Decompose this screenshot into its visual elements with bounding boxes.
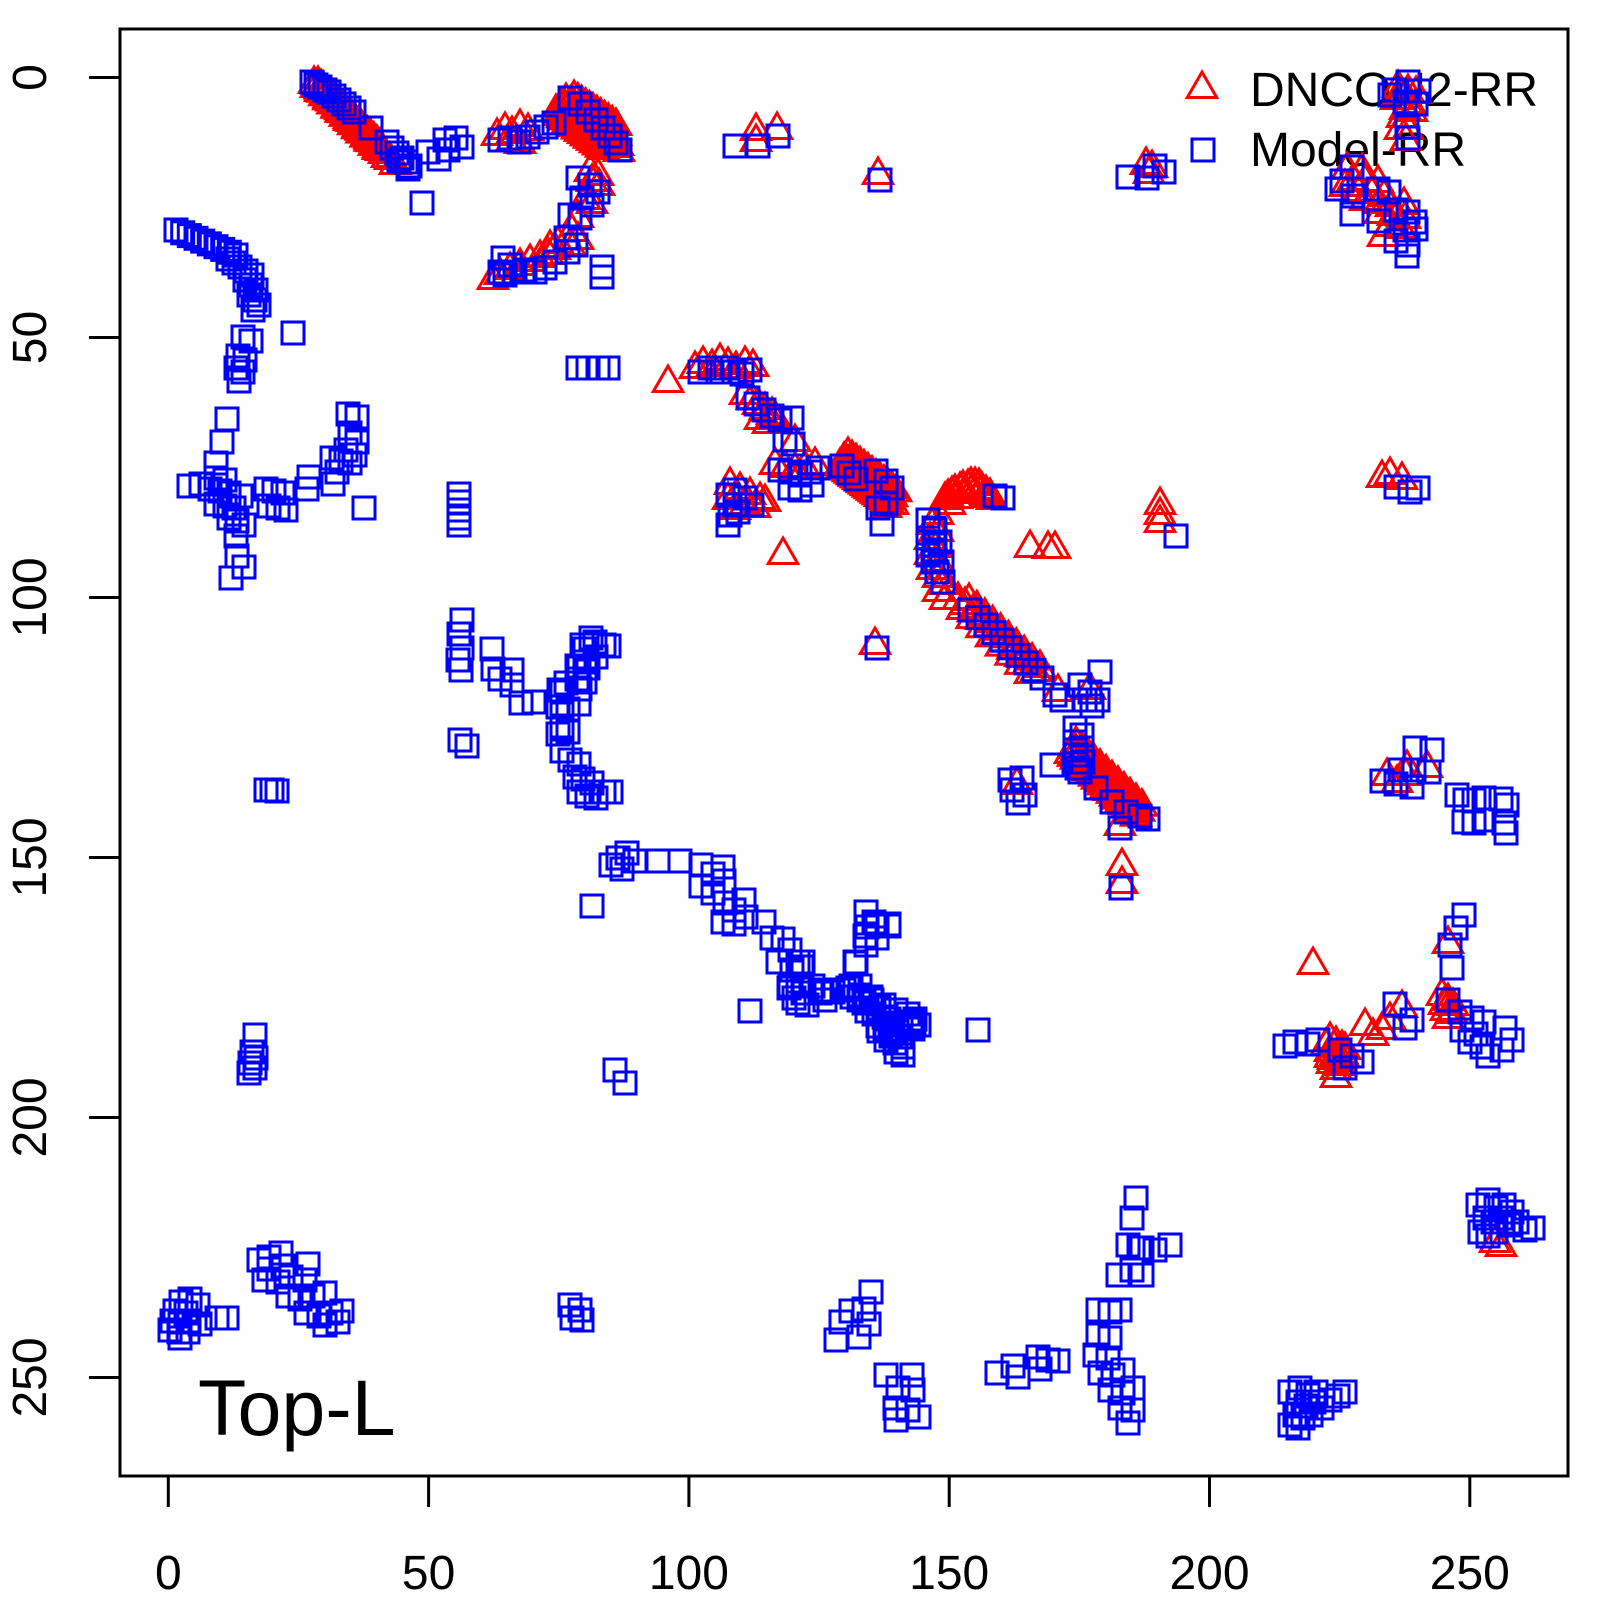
svg-text:Model-RR: Model-RR (1250, 124, 1466, 177)
svg-text:250: 250 (1430, 1547, 1510, 1600)
svg-text:150: 150 (909, 1547, 989, 1600)
svg-text:100: 100 (4, 557, 57, 637)
svg-text:0: 0 (4, 64, 57, 91)
svg-text:100: 100 (649, 1547, 729, 1600)
svg-text:50: 50 (402, 1547, 455, 1600)
svg-text:Top-L: Top-L (198, 1363, 396, 1452)
svg-text:200: 200 (4, 1077, 57, 1157)
svg-text:150: 150 (4, 817, 57, 897)
svg-text:0: 0 (155, 1547, 182, 1600)
svg-text:50: 50 (4, 311, 57, 364)
svg-text:250: 250 (4, 1337, 57, 1417)
svg-text:200: 200 (1169, 1547, 1249, 1600)
